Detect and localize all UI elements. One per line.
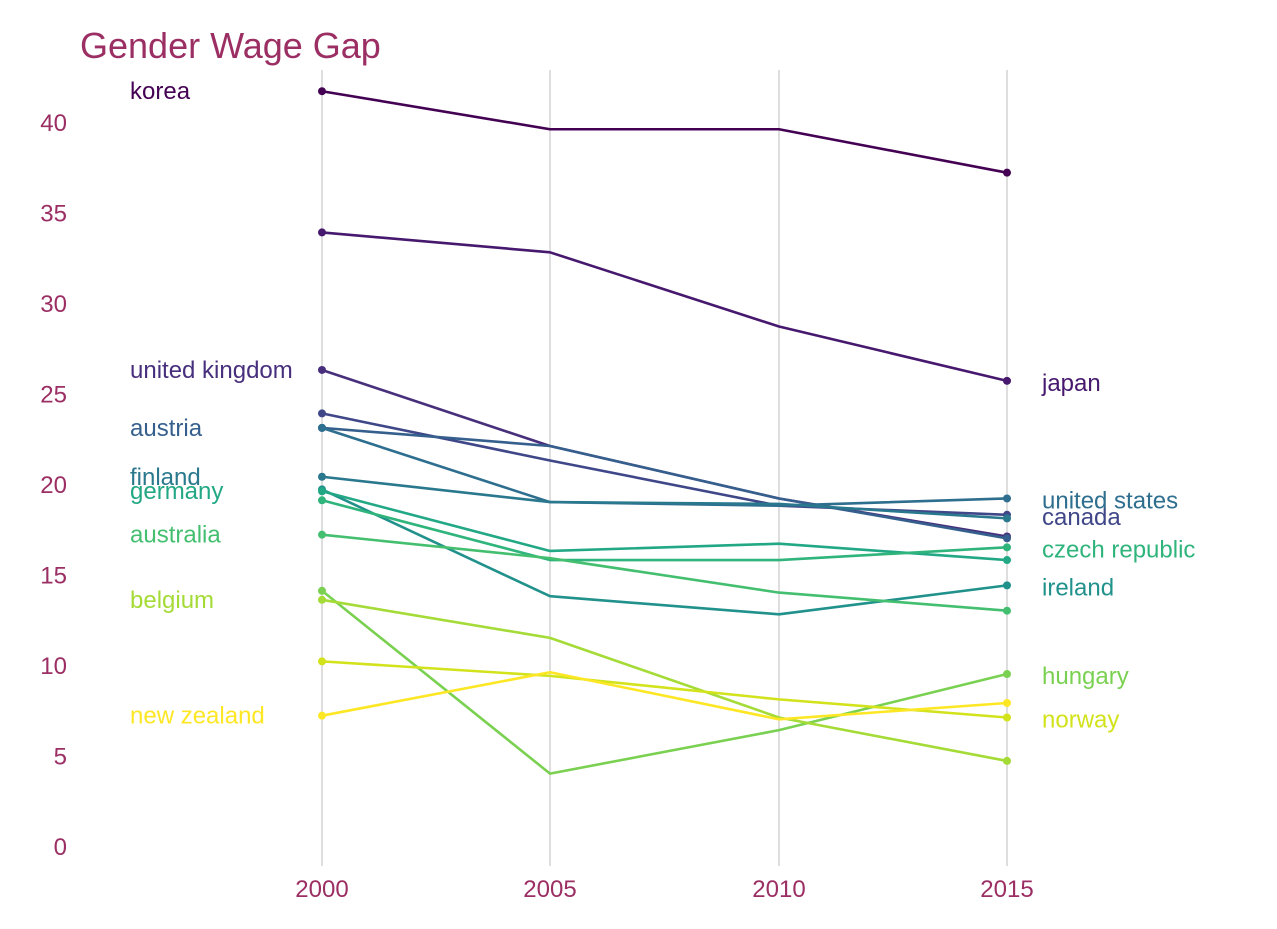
x-tick-label: 2005 [523,876,576,903]
series-lines [318,87,1011,775]
series-line-korea [321,89,1008,174]
series-label-australia: australia [130,522,221,549]
y-tick-label: 20 [40,472,67,499]
data-point-australia-2000 [318,530,326,539]
data-point-japan-2015 [1003,376,1011,385]
series-label-ireland: ireland [1042,574,1114,601]
series-label-finland: finland [130,464,201,491]
series-germany [318,487,1011,565]
data-point-new-zealand-2015 [1003,699,1011,708]
series-label-austria: austria [130,415,203,442]
series-line-hungary [321,589,1008,775]
series-label-czech-republic: czech republic [1042,536,1195,563]
series-line-czech-republic [321,499,1008,562]
series-label-new-zealand: new zealand [130,703,265,730]
data-point-canada-2000 [318,409,326,418]
y-tick-label: 30 [40,291,67,318]
series-line-finland [321,475,1008,520]
data-point-ireland-2015 [1003,581,1011,590]
series-new-zealand [318,670,1011,721]
chart-title: Gender Wage Gap [80,25,381,66]
series-label-japan: japan [1041,370,1101,397]
y-tick-label: 35 [40,201,67,228]
series-label-hungary: hungary [1042,663,1129,690]
series-label-united-states: united states [1042,487,1178,514]
series-label-norway: norway [1042,706,1119,733]
series-finland [318,472,1011,523]
data-point-czech-republic-2000 [318,496,326,505]
data-point-finland-2015 [1003,514,1011,523]
data-point-czech-republic-2015 [1003,543,1011,552]
series-hungary [318,586,1011,775]
data-point-united-kingdom-2000 [318,365,326,374]
data-point-japan-2000 [318,228,326,237]
y-tick-label: 25 [40,382,67,409]
series-label-canada: canada [1042,504,1121,531]
data-point-austria-2015 [1003,534,1011,543]
y-axis-ticks: 0 5 10 15 20 25 30 35 40 [40,110,67,861]
data-point-united-states-2015 [1003,494,1011,503]
y-tick-label: 5 [54,744,67,771]
series-labels: korea japan united kingdom canada austria uni… [130,78,1195,733]
y-tick-label: 40 [40,110,67,137]
data-point-korea-2000 [318,87,326,96]
series-japan [318,228,1011,385]
data-point-germany-2015 [1003,556,1011,565]
series-label-united-kingdom: united kingdom [130,357,293,384]
series-label-germany: germany [130,478,223,505]
series-line-canada [321,412,1008,517]
series-line-norway [321,660,1008,719]
x-tick-label: 2015 [980,876,1033,903]
series-line-belgium [321,598,1008,763]
data-point-hungary-2015 [1003,670,1011,679]
series-line-australia [321,533,1008,612]
data-point-norway-2000 [318,657,326,666]
series-line-japan [321,231,1008,383]
series-norway [318,657,1011,722]
data-point-norway-2015 [1003,713,1011,722]
series-line-austria [321,426,1008,540]
series-czech-republic [318,496,1011,562]
x-axis-ticks: 2000 2005 2010 2015 [295,876,1033,903]
y-tick-label: 0 [54,834,67,861]
series-label-belgium: belgium [130,587,214,614]
data-point-new-zealand-2000 [318,711,326,720]
series-united-kingdom [318,365,1011,541]
data-point-germany-2000 [318,487,326,496]
data-point-belgium-2015 [1003,756,1011,765]
series-line-united-states [321,426,1008,508]
series-line-ireland [321,488,1008,616]
data-point-australia-2015 [1003,606,1011,615]
data-point-hungary-2000 [318,586,326,595]
data-point-belgium-2000 [318,595,326,604]
series-line-germany [321,489,1008,562]
series-line-new-zealand [321,670,1008,721]
series-belgium [318,595,1011,765]
y-tick-label: 15 [40,563,67,590]
series-australia [318,530,1011,615]
x-grid-lines [321,70,1008,866]
x-tick-label: 2000 [295,876,348,903]
x-tick-label: 2010 [752,876,805,903]
data-point-united-states-2000 [318,423,326,432]
series-korea [318,87,1011,177]
series-label-korea: korea [130,78,191,105]
data-point-finland-2000 [318,472,326,481]
y-tick-label: 10 [40,653,67,680]
data-point-korea-2015 [1003,168,1011,177]
